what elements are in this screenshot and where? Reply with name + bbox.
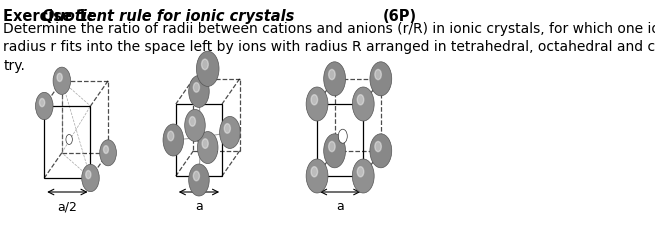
Circle shape — [357, 167, 364, 177]
Text: a: a — [195, 200, 203, 213]
Circle shape — [341, 132, 343, 137]
Circle shape — [324, 62, 346, 96]
Circle shape — [86, 170, 91, 179]
Circle shape — [53, 67, 71, 95]
Circle shape — [352, 159, 374, 193]
Circle shape — [224, 124, 231, 133]
Circle shape — [66, 134, 72, 145]
Circle shape — [197, 132, 204, 143]
Circle shape — [198, 134, 201, 138]
Circle shape — [202, 139, 208, 148]
Circle shape — [306, 159, 328, 193]
Circle shape — [352, 87, 374, 121]
Text: Quotient rule for ionic crystals: Quotient rule for ionic crystals — [42, 9, 294, 24]
Circle shape — [193, 171, 200, 181]
Circle shape — [370, 62, 392, 96]
Circle shape — [196, 51, 219, 87]
Circle shape — [193, 83, 200, 92]
Circle shape — [311, 95, 318, 105]
Circle shape — [35, 92, 53, 120]
Text: Exercise 1:: Exercise 1: — [3, 9, 99, 24]
Circle shape — [306, 87, 328, 121]
Text: Determine the ratio of radii between cations and anions (r/R) in ionic crystals,: Determine the ratio of radii between cat… — [3, 22, 655, 73]
Circle shape — [163, 124, 183, 156]
Circle shape — [202, 59, 208, 70]
Circle shape — [185, 109, 205, 141]
Circle shape — [189, 117, 195, 126]
Circle shape — [338, 129, 347, 143]
Circle shape — [197, 132, 218, 164]
Circle shape — [189, 75, 209, 107]
Circle shape — [375, 141, 381, 152]
Circle shape — [168, 131, 174, 141]
Circle shape — [100, 140, 117, 166]
Circle shape — [189, 164, 209, 196]
Circle shape — [67, 137, 69, 140]
Circle shape — [324, 134, 346, 168]
Text: a/2: a/2 — [58, 200, 77, 213]
Circle shape — [219, 116, 240, 148]
Circle shape — [57, 73, 62, 82]
Text: (6P): (6P) — [383, 9, 417, 24]
Circle shape — [329, 141, 335, 152]
Circle shape — [329, 69, 335, 80]
Circle shape — [82, 164, 100, 192]
Circle shape — [370, 134, 392, 168]
Circle shape — [311, 167, 318, 177]
Circle shape — [357, 95, 364, 105]
Text: a: a — [336, 200, 344, 213]
Circle shape — [375, 69, 381, 80]
Circle shape — [39, 99, 45, 107]
Circle shape — [103, 146, 109, 153]
